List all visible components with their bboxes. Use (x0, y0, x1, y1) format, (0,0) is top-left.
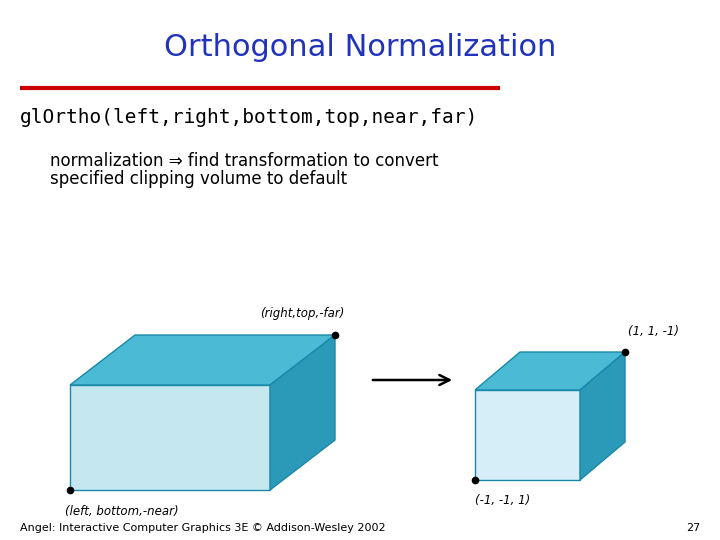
Polygon shape (475, 352, 625, 390)
Polygon shape (475, 390, 580, 480)
Polygon shape (70, 335, 335, 385)
Polygon shape (580, 352, 625, 480)
Text: 27: 27 (685, 523, 700, 533)
Text: specified clipping volume to default: specified clipping volume to default (50, 170, 347, 188)
Polygon shape (70, 385, 270, 490)
Polygon shape (270, 335, 335, 490)
Text: normalization ⇒ find transformation to convert: normalization ⇒ find transformation to c… (50, 152, 438, 170)
Text: glOrtho(left,right,bottom,top,near,far): glOrtho(left,right,bottom,top,near,far) (20, 108, 478, 127)
Text: Orthogonal Normalization: Orthogonal Normalization (164, 33, 556, 63)
Text: (left, bottom,-near): (left, bottom,-near) (65, 505, 179, 518)
Text: (1, 1, -1): (1, 1, -1) (628, 325, 679, 338)
Text: (right,top,-far): (right,top,-far) (260, 307, 344, 320)
Text: Angel: Interactive Computer Graphics 3E © Addison-Wesley 2002: Angel: Interactive Computer Graphics 3E … (20, 523, 386, 533)
Text: (-1, -1, 1): (-1, -1, 1) (475, 494, 530, 507)
